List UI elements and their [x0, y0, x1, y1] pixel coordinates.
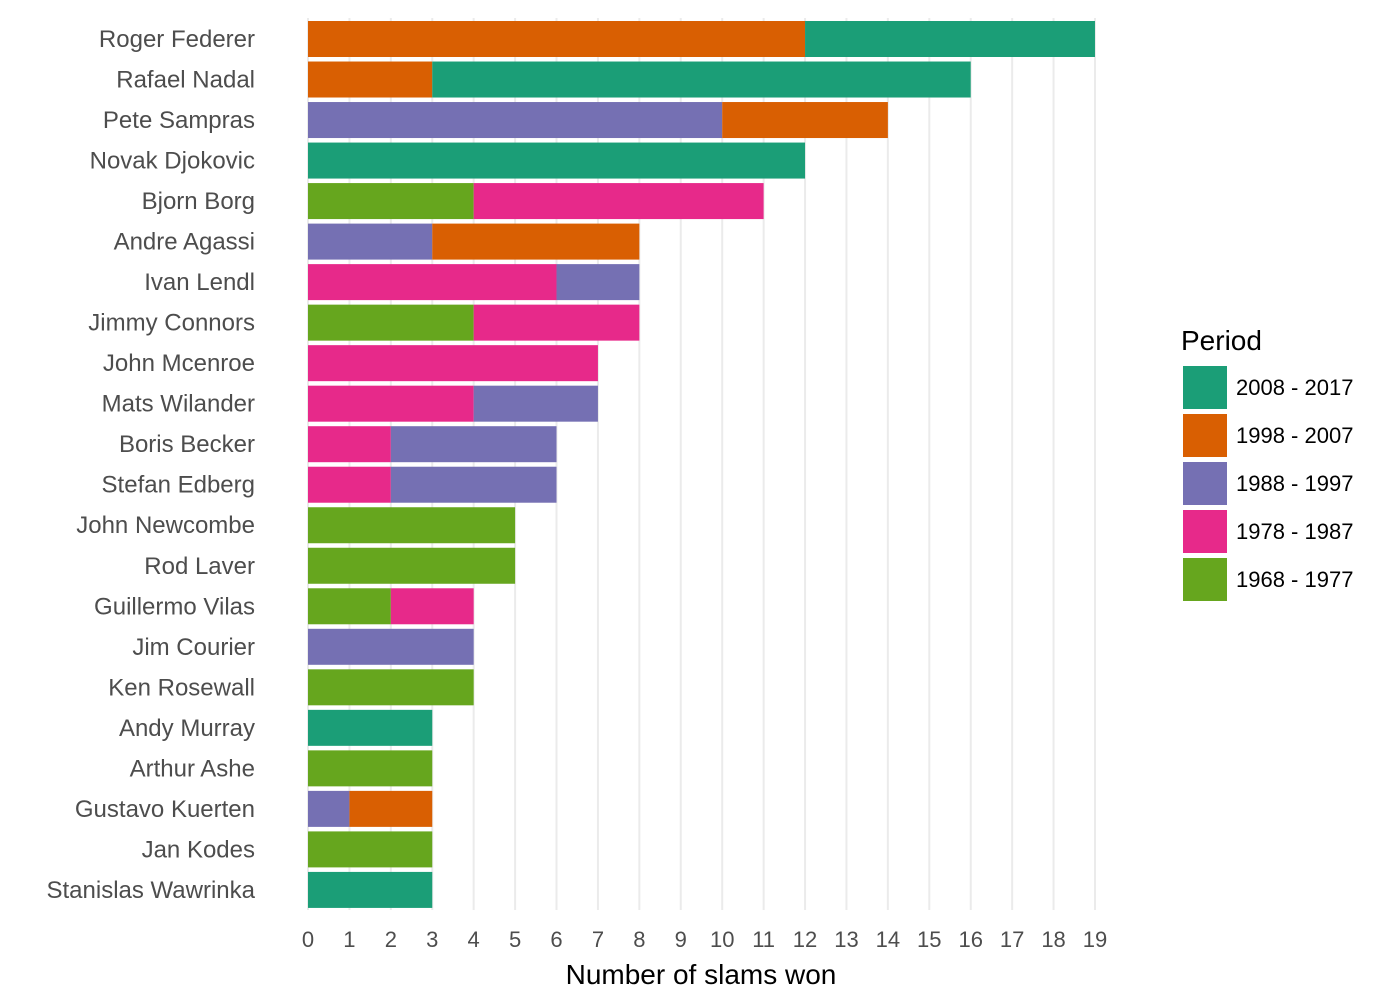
y-category-label: Arthur Ashe	[130, 755, 255, 782]
y-category-label: Stanislas Wawrinka	[46, 877, 255, 904]
bar-segment	[390, 466, 557, 503]
bar-segment	[308, 628, 474, 665]
bar-segment	[308, 426, 391, 463]
y-category-label: Pete Sampras	[103, 107, 255, 134]
x-tick-label: 2	[385, 927, 397, 952]
x-tick-label: 10	[710, 927, 734, 952]
bar-segment	[308, 466, 391, 503]
x-tick-label: 0	[302, 927, 314, 952]
x-tick-label: 19	[1083, 927, 1107, 952]
bar-segment	[722, 102, 888, 139]
bar-segment	[308, 102, 723, 139]
bar-segment	[308, 831, 433, 868]
legend-swatch	[1183, 414, 1227, 457]
bar-segment	[308, 345, 598, 382]
legend-label: 1968 - 1977	[1236, 567, 1353, 592]
bar-segment	[308, 21, 806, 57]
y-category-label: Roger Federer	[99, 26, 255, 53]
y-category-label: Gustavo Kuerten	[75, 796, 255, 823]
y-category-label: Andy Murray	[119, 715, 255, 742]
bar-segment	[308, 385, 474, 422]
x-tick-label: 17	[1000, 927, 1024, 952]
bar-segment	[308, 304, 474, 341]
x-axis-title: Number of slams won	[566, 959, 837, 990]
x-tick-label: 7	[592, 927, 604, 952]
x-tick-label: 11	[752, 927, 775, 952]
x-tick-label: 15	[917, 927, 941, 952]
bar-segment	[390, 426, 557, 463]
legend-swatch	[1183, 462, 1227, 505]
bar-segment	[308, 669, 474, 706]
x-tick-label: 6	[550, 927, 562, 952]
legend-label: 1988 - 1997	[1236, 471, 1353, 496]
y-category-label: Novak Djokovic	[90, 148, 255, 175]
bar-segment	[556, 264, 640, 301]
y-category-label: Rafael Nadal	[116, 67, 255, 94]
bar-segment	[308, 547, 516, 584]
bar-segment	[308, 588, 391, 625]
legend-label: 1998 - 2007	[1236, 423, 1353, 448]
bar-segment	[308, 264, 557, 301]
x-tick-label: 16	[958, 927, 982, 952]
bars	[308, 21, 1095, 908]
bar-segment	[308, 790, 350, 827]
x-tick-label: 18	[1041, 927, 1065, 952]
x-tick-label: 13	[834, 927, 858, 952]
x-tick-label: 14	[876, 927, 900, 952]
y-category-label: Boris Becker	[119, 431, 255, 458]
bar-segment	[308, 183, 474, 220]
bar-segment	[308, 750, 433, 787]
y-category-label: Bjorn Borg	[142, 188, 255, 215]
y-category-label: Ivan Lendl	[144, 269, 255, 296]
y-category-label: Ken Rosewall	[108, 674, 255, 701]
bar-segment	[308, 709, 433, 746]
bar-segment	[432, 223, 640, 260]
bar-segment	[349, 790, 433, 827]
bar-segment	[308, 142, 806, 179]
legend-swatch	[1183, 510, 1227, 553]
legend-label: 1978 - 1987	[1236, 519, 1353, 544]
bar-segment	[308, 61, 433, 98]
x-tick-label: 3	[426, 927, 438, 952]
legend-swatch	[1183, 558, 1227, 601]
legend-label: 2008 - 2017	[1236, 375, 1353, 400]
y-category-label: Rod Laver	[144, 553, 255, 580]
bar-segment	[473, 385, 598, 422]
legend-swatch	[1183, 366, 1227, 409]
y-category-label: Jimmy Connors	[88, 310, 255, 337]
y-category-label: Jim Courier	[132, 634, 255, 661]
x-tick-label: 1	[343, 927, 355, 952]
legend: Period 2008 - 2017 1998 - 2007 1988 - 1997…	[1181, 325, 1353, 601]
bar-segment	[308, 871, 433, 908]
y-category-label: Stefan Edberg	[102, 472, 255, 499]
y-category-label: Jan Kodes	[142, 836, 255, 863]
legend-title: Period	[1181, 325, 1262, 356]
bar-segment	[805, 21, 1095, 57]
y-category-label: Mats Wilander	[102, 391, 255, 418]
x-tick-label: 9	[675, 927, 687, 952]
x-tick-label: 8	[633, 927, 645, 952]
bar-segment	[473, 183, 764, 220]
y-category-label: John Newcombe	[76, 512, 255, 539]
x-tick-label: 12	[793, 927, 817, 952]
bar-segment	[473, 304, 640, 341]
y-axis-labels: Roger Federer Rafael Nadal Pete Sampras Nov…	[46, 26, 255, 904]
bar-segment	[308, 507, 516, 544]
x-axis-ticks: 0 1 2 3 4 5 6 7 8 9 10 11 12 13 14 15 16 17 18 19	[302, 927, 1107, 952]
bar-segment	[432, 61, 971, 98]
x-tick-label: 4	[468, 927, 480, 952]
bar-segment	[308, 223, 433, 260]
y-category-label: Andre Agassi	[114, 229, 255, 256]
bar-segment	[390, 588, 474, 625]
x-tick-label: 5	[509, 927, 521, 952]
y-category-label: John Mcenroe	[103, 350, 255, 377]
y-category-label: Guillermo Vilas	[94, 593, 255, 620]
